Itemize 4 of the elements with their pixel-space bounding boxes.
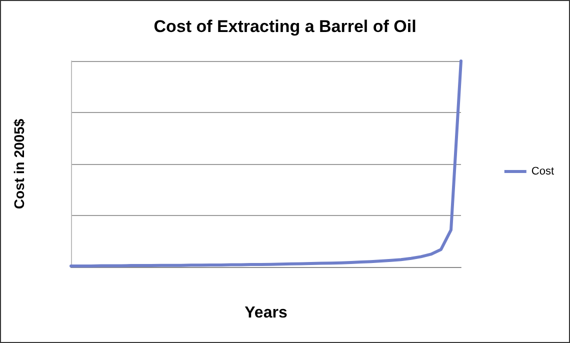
legend-label: Cost <box>531 166 554 178</box>
chart-title: Cost of Extracting a Barrel of Oil <box>154 17 416 36</box>
x-axis-title: Years <box>244 304 288 322</box>
y-axis-title: Cost in 2005$ <box>11 118 27 210</box>
